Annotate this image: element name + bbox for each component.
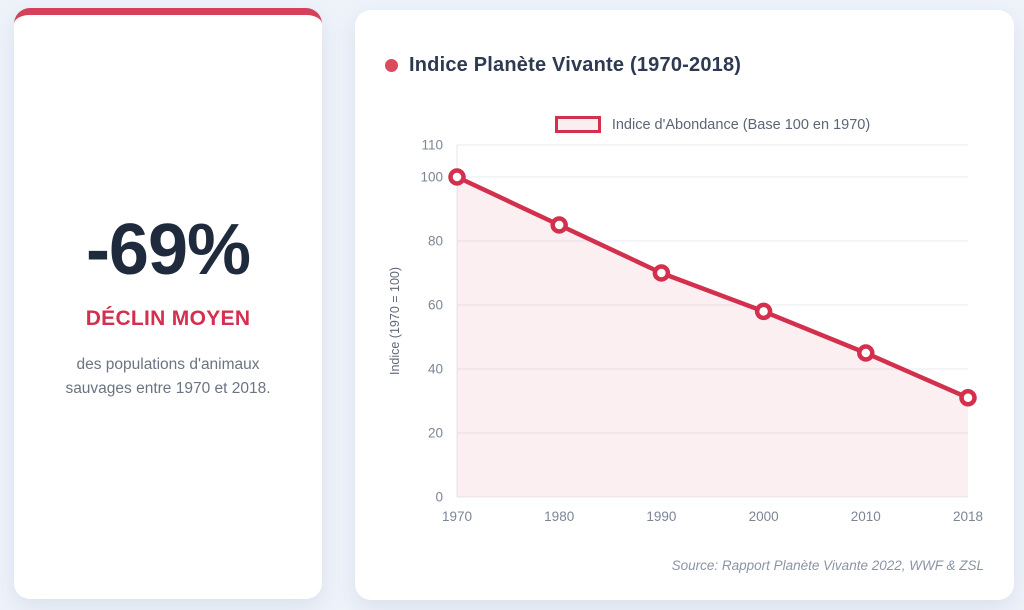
- y-axis-title: Indice (1970 = 100): [388, 267, 402, 375]
- x-tick-label: 2010: [851, 509, 881, 524]
- legend-label: Indice d'Abondance (Base 100 en 1970): [611, 116, 871, 133]
- chart-card: Indice Planète Vivante (1970-2018) Indic…: [355, 10, 1014, 600]
- area-fill: [457, 177, 968, 497]
- stat-description: des populations d'animaux sauvages entre…: [65, 355, 271, 397]
- stat-card: -69% DÉCLIN MOYEN des populations d'anim…: [14, 8, 322, 599]
- data-point-marker[interactable]: [448, 168, 466, 186]
- data-point-marker[interactable]: [652, 264, 671, 282]
- x-tick-label: 2018: [953, 509, 983, 524]
- line-chart: Indice (1970 = 100) 0 20 40 60 80 100 110 1970 1…: [388, 138, 983, 525]
- x-tick-label: 1980: [544, 509, 574, 524]
- line-series: [454, 174, 971, 401]
- chart-title: Indice Planète Vivante (1970-2018): [409, 54, 742, 76]
- x-tick-label: 1970: [442, 509, 472, 524]
- y-tick-label: 80: [428, 234, 443, 249]
- stat-label: DÉCLIN MOYEN: [85, 306, 251, 330]
- data-point-marker[interactable]: [550, 216, 568, 234]
- source-caption: Source: Rapport Planète Vivante 2022, WW…: [671, 558, 984, 573]
- data-point-marker[interactable]: [857, 344, 875, 362]
- legend-swatch-icon: [554, 116, 601, 133]
- x-tick-label: 1990: [646, 509, 676, 524]
- chart-title-row: Indice Planète Vivante (1970-2018): [385, 54, 741, 77]
- x-tick-label: 2000: [749, 509, 779, 524]
- data-point-marker[interactable]: [754, 302, 773, 321]
- y-tick-label: 20: [428, 426, 443, 441]
- y-tick-label: 40: [428, 362, 443, 377]
- y-tick-label: 60: [428, 298, 443, 313]
- stat-value: -69%: [85, 210, 251, 291]
- y-tick-label: 110: [421, 138, 443, 153]
- y-tick-label: 0: [435, 490, 443, 505]
- chart-legend[interactable]: Indice d'Abondance (Base 100 en 1970): [457, 116, 968, 133]
- y-tick-label: 100: [420, 170, 443, 185]
- bullet-dot-icon: [385, 59, 398, 72]
- data-point-marker[interactable]: [959, 389, 977, 407]
